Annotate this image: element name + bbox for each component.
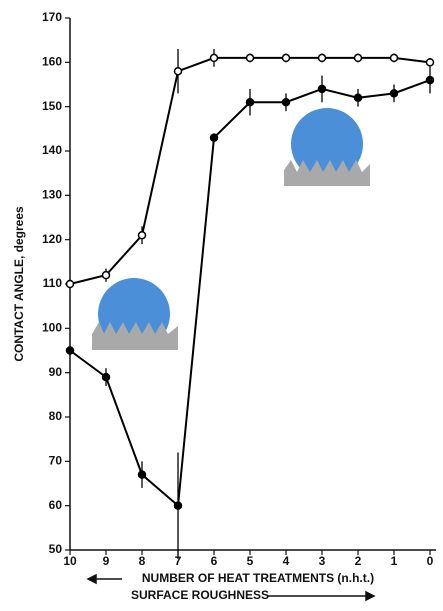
data-point xyxy=(209,133,219,142)
x-tick-label: 6 xyxy=(211,554,218,568)
data-point xyxy=(281,97,291,107)
x-tick-label: 9 xyxy=(103,554,110,568)
y-tick-label: 50 xyxy=(49,542,63,556)
data-point xyxy=(173,66,183,76)
data-point xyxy=(389,53,399,63)
x-tick-label: 7 xyxy=(175,554,182,568)
y-tick-label: 130 xyxy=(42,188,62,202)
x-axis-label-2: SURFACE ROUGHNESS xyxy=(131,588,269,602)
data-point xyxy=(389,89,399,98)
y-axis-label: CONTACT ANGLE, degrees xyxy=(12,206,26,362)
y-tick-label: 90 xyxy=(49,365,63,379)
x-tick-label: 5 xyxy=(247,554,254,568)
data-point xyxy=(281,53,291,63)
data-point xyxy=(65,346,75,355)
arrow-left xyxy=(86,573,122,585)
x-axis-label: NUMBER OF HEAT TREATMENTS (n.h.t.) xyxy=(142,571,374,585)
x-tick-label: 2 xyxy=(355,554,362,568)
y-tick-label: 60 xyxy=(49,498,63,512)
data-point xyxy=(137,230,147,240)
y-tick-label: 80 xyxy=(49,409,63,423)
data-point xyxy=(317,53,327,63)
droplet-rough-right xyxy=(284,108,370,186)
y-tick-label: 170 xyxy=(42,10,62,24)
data-point xyxy=(65,279,75,289)
data-point xyxy=(173,501,183,510)
y-tick-label: 140 xyxy=(42,143,62,157)
x-tick-label: 0 xyxy=(427,554,434,568)
x-tick-label: 3 xyxy=(319,554,326,568)
data-point xyxy=(245,97,255,107)
data-point xyxy=(101,270,111,280)
x-tick-label: 1 xyxy=(391,554,398,568)
data-point xyxy=(353,53,363,63)
data-point xyxy=(245,53,255,63)
data-point xyxy=(137,470,147,479)
data-point xyxy=(425,75,435,85)
droplet-rough-left xyxy=(92,278,178,350)
y-tick-label: 100 xyxy=(42,321,62,335)
x-tick-label: 10 xyxy=(63,554,77,568)
y-tick-label: 70 xyxy=(49,454,63,468)
x-tick-label: 4 xyxy=(283,554,290,568)
y-tick-label: 110 xyxy=(43,276,63,290)
data-point xyxy=(101,372,111,382)
arrow-right xyxy=(268,590,376,602)
data-point xyxy=(425,58,435,67)
y-tick-label: 160 xyxy=(42,55,62,69)
y-tick-label: 150 xyxy=(42,99,62,113)
x-tick-label: 8 xyxy=(139,554,146,568)
data-point xyxy=(317,84,327,94)
data-point xyxy=(209,53,219,63)
data-point xyxy=(353,93,363,103)
y-tick-label: 120 xyxy=(42,232,62,246)
